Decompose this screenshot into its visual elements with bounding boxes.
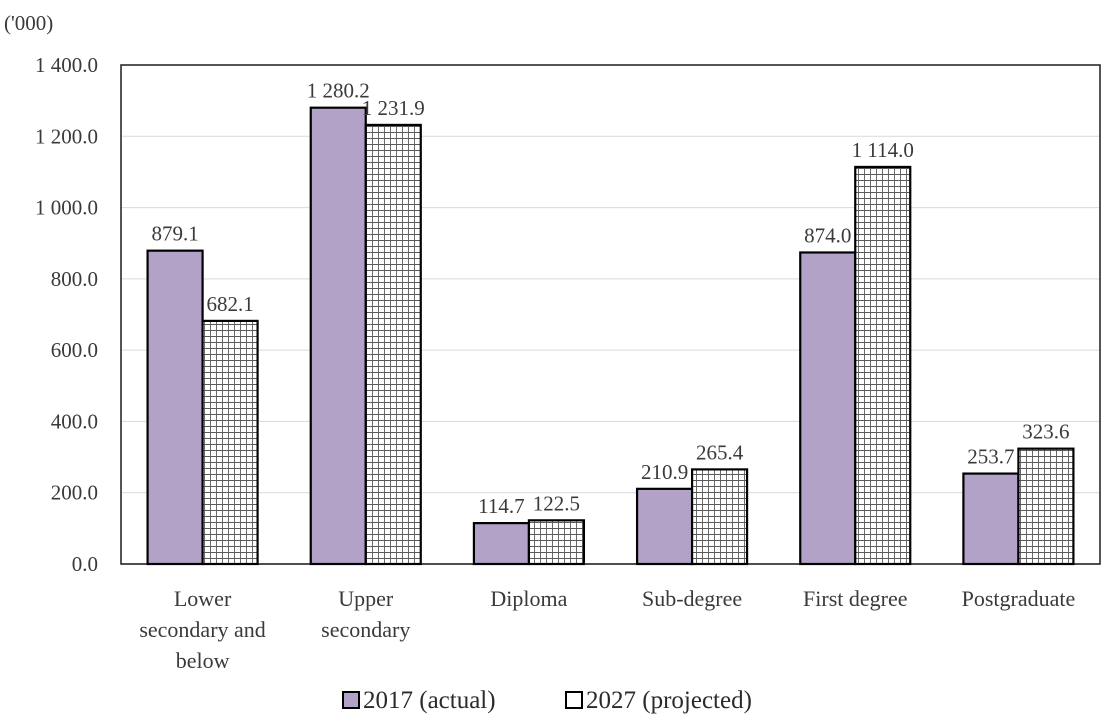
data-label: 323.6 (1022, 420, 1069, 444)
x-category-label-line: Postgraduate (962, 586, 1076, 611)
bar-2027-projected (1017, 447, 1075, 566)
data-label: 879.1 (151, 222, 198, 246)
bar-2017-actual (146, 249, 204, 566)
bar-2027-projected (854, 165, 912, 566)
data-label: 1 114.0 (852, 138, 914, 162)
legend-swatch-2027-projected (565, 691, 583, 709)
y-tick-label: 1 400.0 (35, 53, 98, 77)
legend-label: 2027 (projected) (586, 687, 752, 714)
legend-label: 2017 (actual) (363, 687, 496, 714)
x-category-label-line: First degree (803, 586, 907, 611)
gridlines (120, 64, 1101, 565)
data-label: 1 280.2 (307, 79, 370, 103)
plot-area-frame (120, 64, 1101, 565)
x-category-label-line: Lower (174, 586, 232, 611)
x-category-label: First degree (803, 586, 907, 611)
data-label: 114.7 (478, 494, 524, 518)
x-category-label-line: secondary (321, 617, 410, 642)
data-label: 265.4 (696, 440, 744, 464)
y-tick-label: 600.0 (51, 338, 98, 362)
x-category-label: Postgraduate (962, 586, 1076, 611)
data-label: 682.1 (206, 292, 253, 316)
y-axis-unit-label: ('000) (4, 11, 53, 35)
x-category-label-line: secondary and (139, 617, 265, 642)
x-category-label-line: Sub-degree (642, 586, 742, 611)
data-labels: 879.1 682.1 1 280.21 231.9 114.7 122.5 210.9 2… (151, 79, 1069, 518)
x-category-label-line: Diploma (490, 586, 567, 611)
x-category-label: Diploma (490, 586, 567, 611)
y-tick-label: 800.0 (51, 267, 98, 291)
data-label: 122.5 (533, 491, 580, 515)
bar-2027-projected (690, 468, 749, 566)
x-category-label: Lower secondary and below (139, 586, 265, 673)
y-tick-label: 200.0 (51, 481, 98, 505)
bar-2027-projected (201, 319, 259, 566)
y-axis-ticks: 0.0 200.0 400.0 600.0 800.0 1 000.0 1 200.0 1 4… (35, 53, 98, 576)
data-label: 874.0 (804, 223, 851, 247)
y-tick-label: 1 200.0 (35, 124, 98, 148)
bar-2027-projected (364, 123, 422, 566)
bar-2017-actual (962, 472, 1020, 566)
bar-2017-actual (799, 251, 857, 566)
legend: 2017 (actual) 2027 (projected) (342, 687, 752, 714)
legend-swatch-2017-actual (342, 691, 360, 709)
bars (146, 106, 1075, 566)
x-category-label: Upper secondary (321, 586, 410, 642)
y-tick-label: 1 000.0 (35, 196, 98, 220)
x-axis-categories: Lower secondary and below Upper secondary Dip… (139, 586, 1075, 673)
x-category-label-line: below (176, 648, 230, 673)
data-label: 210.9 (641, 460, 688, 484)
data-label: 1 231.9 (362, 96, 425, 120)
bar-2017-actual (309, 106, 367, 566)
data-label: 253.7 (967, 445, 1014, 469)
bar-2017-actual (635, 487, 694, 566)
y-tick-label: 400.0 (51, 409, 98, 433)
x-category-label: Sub-degree (642, 586, 742, 611)
x-category-label-line: Upper (338, 586, 394, 611)
bar-2017-actual (472, 522, 531, 566)
bar-2027-projected (527, 519, 586, 566)
y-tick-label: 0.0 (72, 552, 98, 576)
